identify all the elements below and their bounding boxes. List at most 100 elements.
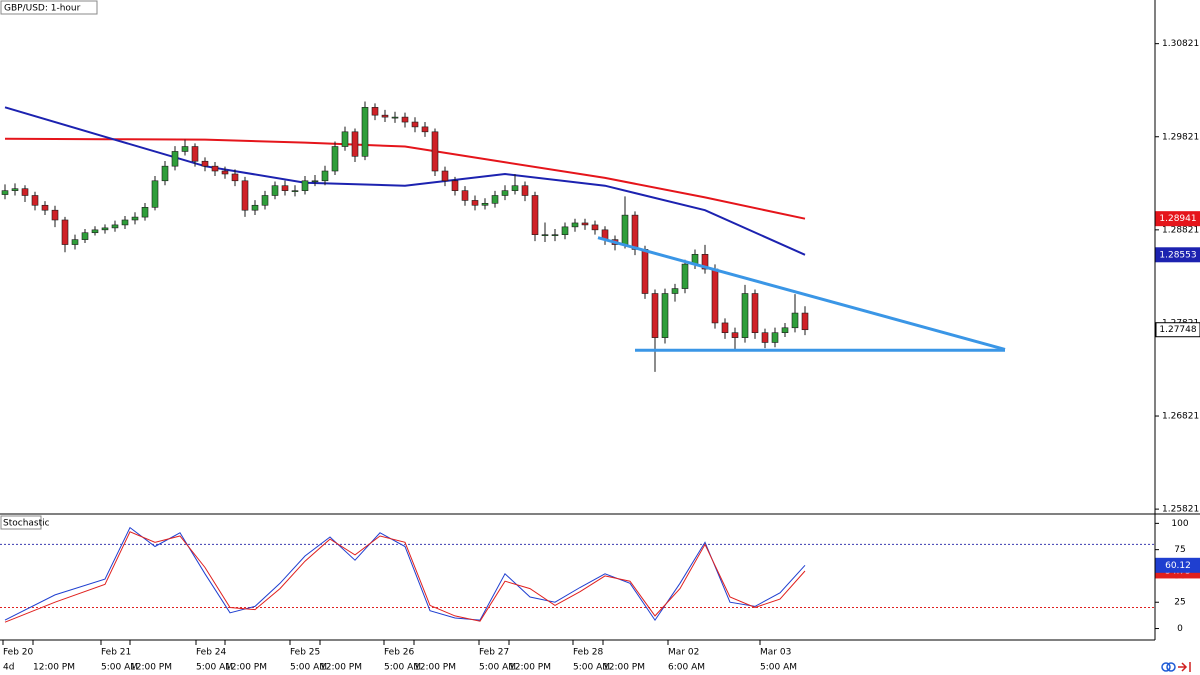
stochastic-line: [4, 526, 806, 621]
candle-body: [431, 131, 439, 172]
candle-body: [241, 180, 249, 211]
candle-body: [201, 160, 209, 167]
y-tick-label: 100: [1171, 519, 1188, 529]
candle-body: [521, 185, 529, 196]
candle-body: [131, 216, 139, 221]
candle-body: [31, 195, 39, 206]
candle-body: [531, 195, 539, 235]
x-tick-label: 5:00 AM: [573, 663, 610, 673]
candle-body: [711, 268, 719, 324]
x-tick-label: Mar 03: [760, 648, 791, 658]
candle-body: [61, 219, 69, 245]
x-tick-label: 5:00 AM: [760, 663, 797, 673]
y-tick-label: 1.25821: [1162, 505, 1199, 515]
candle-body: [741, 293, 749, 338]
price-tag: [1155, 557, 1200, 573]
candle-body: [91, 229, 99, 234]
candle-body: [571, 222, 579, 228]
candle-body: [781, 327, 789, 334]
x-tick-label: 12:00 PM: [225, 663, 267, 673]
candle-body: [351, 131, 359, 157]
price-tag-label: 1.27748: [1159, 325, 1196, 335]
candle-body: [791, 312, 799, 329]
candle-body: [651, 293, 659, 338]
candle-body: [311, 180, 319, 183]
indicator-title: Stochastic: [3, 519, 50, 529]
x-tick-label: Feb 27: [479, 648, 509, 658]
candle-body: [751, 293, 759, 334]
moving-average: [4, 137, 806, 220]
x-tick-label: Feb 25: [290, 648, 320, 658]
candle-body: [411, 121, 419, 128]
x-tick-label: 5:00 AM: [101, 663, 138, 673]
indicator-title-box: [0, 515, 42, 530]
candle-body: [181, 146, 189, 152]
candle-body: [671, 288, 679, 294]
candle-body: [561, 226, 569, 235]
candle-body: [81, 232, 89, 240]
candle-body: [641, 249, 649, 294]
candle-body: [511, 185, 519, 191]
chart-title: GBP/USD: 1-hour: [4, 4, 81, 14]
candle-body: [261, 195, 269, 206]
candle-body: [701, 254, 709, 270]
candle-body: [121, 219, 129, 226]
candle-body: [451, 180, 459, 191]
x-tick-label: 5:00 AM: [479, 663, 516, 673]
scroll-end-icon[interactable]: [1178, 662, 1191, 672]
x-tick-label: 5:00 AM: [290, 663, 327, 673]
candle-body: [581, 222, 589, 226]
x-tick-label: 4d: [3, 663, 14, 673]
candle-body: [541, 234, 549, 236]
plot-layer: 1.258211.268211.278211.288211.298211.308…: [0, 39, 1200, 673]
x-tick-label: 12:00 PM: [130, 663, 172, 673]
candle-body: [551, 234, 559, 236]
stochastic-line: [4, 531, 806, 623]
y-tick-label: 75: [1174, 545, 1185, 555]
candle-body: [141, 207, 149, 218]
candle-body: [441, 170, 449, 182]
candle-body: [231, 173, 239, 182]
candle-body: [621, 214, 629, 245]
x-tick-label: 12:00 PM: [320, 663, 362, 673]
candle-body: [71, 239, 79, 245]
candle-body: [171, 151, 179, 167]
candle-body: [271, 185, 279, 196]
x-tick-label: Feb 24: [196, 648, 227, 658]
candle-body: [761, 332, 769, 343]
x-tick-label: 12:00 PM: [509, 663, 551, 673]
candle-body: [321, 170, 329, 182]
candle-body: [391, 116, 399, 119]
link-icon[interactable]: [1166, 662, 1176, 672]
y-tick-label: 25: [1174, 598, 1185, 608]
candle-body: [771, 332, 779, 343]
candle-body: [291, 190, 299, 192]
candle-body: [631, 214, 639, 250]
candle-body: [151, 180, 159, 208]
candle-body: [1, 190, 9, 195]
toolbar-icons[interactable]: [1161, 662, 1191, 672]
x-tick-label: 5:00 AM: [196, 663, 233, 673]
moving-average: [4, 106, 806, 256]
candle-body: [731, 332, 739, 338]
x-tick-label: Feb 28: [573, 648, 604, 658]
candle-body: [481, 203, 489, 206]
title-box: [0, 0, 98, 15]
y-tick-label: 1.26821: [1162, 412, 1199, 422]
x-tick-label: 12:00 PM: [33, 663, 75, 673]
candle-body: [41, 204, 49, 211]
candle-body: [11, 188, 19, 191]
y-tick-label: 1.30821: [1162, 39, 1199, 49]
candle-body: [211, 165, 219, 172]
price-tag: [1155, 247, 1200, 263]
candle-body: [401, 116, 409, 123]
x-tick-label: Feb 21: [101, 648, 131, 658]
link-icon[interactable]: [1161, 662, 1171, 672]
x-tick-label: Feb 20: [3, 648, 34, 658]
price-tag-label: 1.28941: [1159, 214, 1196, 224]
candle-body: [301, 180, 309, 191]
candle-body: [281, 185, 289, 191]
